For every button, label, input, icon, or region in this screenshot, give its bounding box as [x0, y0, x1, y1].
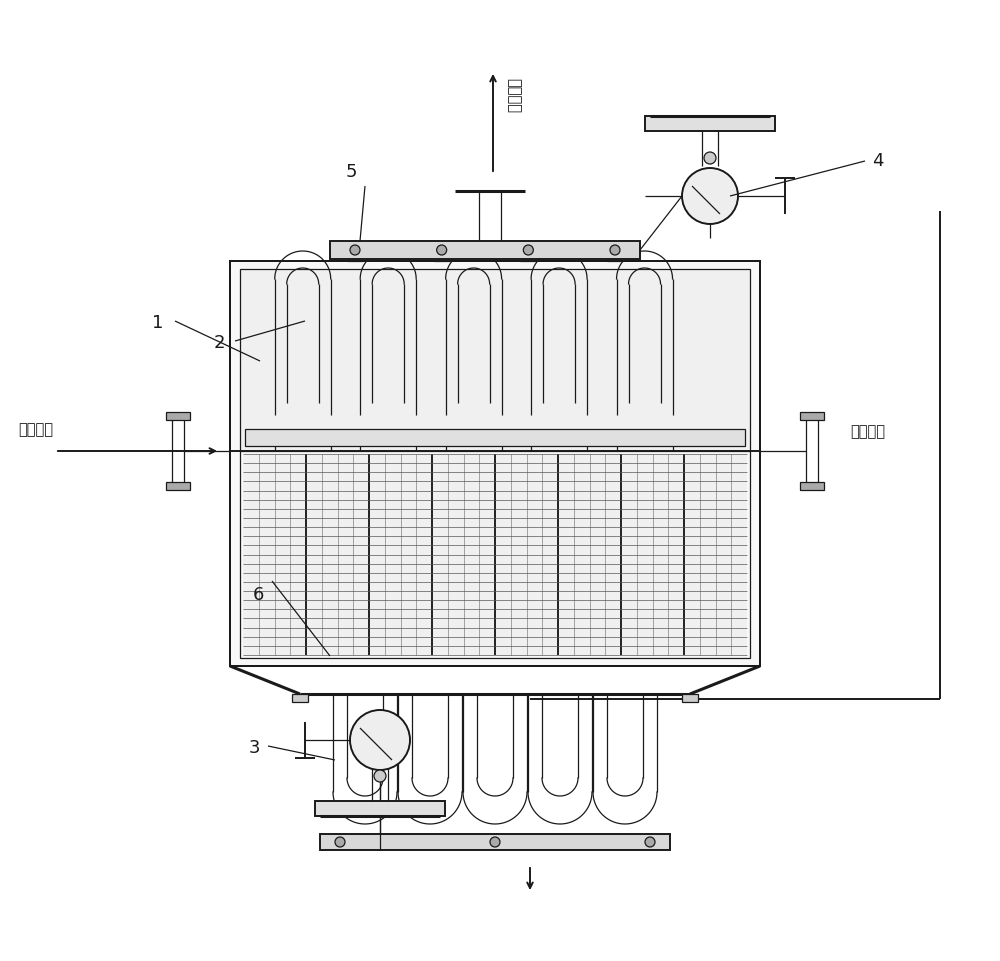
Bar	[166, 482, 190, 490]
Bar	[230, 261, 760, 666]
Circle shape	[645, 837, 655, 847]
Circle shape	[490, 837, 500, 847]
Circle shape	[682, 168, 738, 224]
Text: 1: 1	[152, 314, 163, 332]
Bar	[245, 429, 745, 446]
Text: 烟气出口: 烟气出口	[506, 79, 521, 113]
Circle shape	[350, 245, 360, 255]
Bar	[166, 412, 190, 420]
Bar	[315, 801, 445, 816]
Bar	[240, 269, 750, 451]
Bar	[243, 454, 747, 655]
Bar	[320, 834, 670, 850]
Circle shape	[374, 770, 386, 782]
Text: 5: 5	[346, 163, 357, 181]
Bar	[240, 269, 750, 658]
Bar	[292, 694, 308, 702]
Text: 4: 4	[872, 152, 884, 170]
Circle shape	[335, 837, 345, 847]
Circle shape	[523, 245, 533, 255]
Circle shape	[610, 245, 620, 255]
Bar	[800, 482, 824, 490]
Bar	[230, 261, 760, 666]
Bar	[330, 241, 640, 259]
Bar	[800, 412, 824, 420]
Text: 烟气流向: 烟气流向	[850, 424, 885, 439]
Bar	[682, 694, 698, 702]
Bar	[645, 116, 775, 131]
Text: 6: 6	[253, 586, 264, 604]
Circle shape	[437, 245, 447, 255]
Circle shape	[704, 152, 716, 164]
Circle shape	[350, 710, 410, 770]
Text: 烟气进口: 烟气进口	[18, 422, 53, 437]
Text: 2: 2	[214, 334, 225, 352]
Text: 3: 3	[248, 739, 260, 757]
